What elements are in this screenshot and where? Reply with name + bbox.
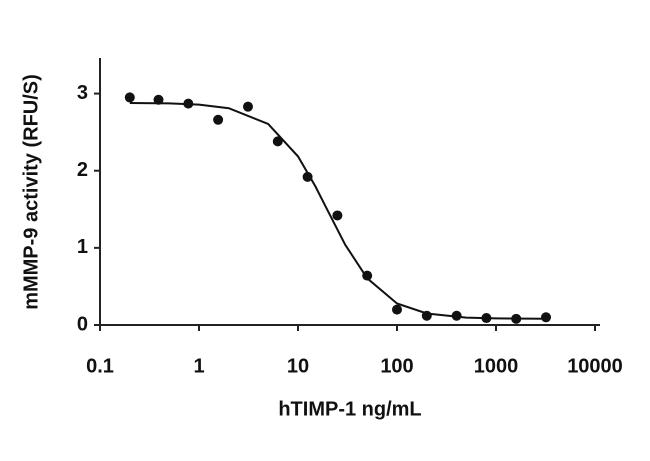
data-point (481, 313, 492, 324)
data-point (511, 313, 522, 324)
data-point (183, 98, 194, 109)
data-point (124, 92, 135, 103)
y-tick-label: 0 (77, 313, 88, 335)
y-tick-label: 3 (77, 82, 88, 104)
data-point (302, 171, 313, 182)
x-tick-label: 0.1 (86, 355, 114, 377)
y-tick-label: 1 (77, 236, 88, 258)
x-tick-label: 1 (193, 355, 204, 377)
x-tick-label: 10 (287, 355, 309, 377)
data-point (451, 310, 462, 321)
data-point (153, 94, 164, 105)
data-point (421, 310, 432, 321)
data-point (242, 101, 253, 112)
data-point (272, 136, 283, 147)
data-point (332, 210, 343, 221)
data-point (541, 312, 552, 323)
y-axis-label: mMMP-9 activity (RFU/S) (20, 74, 42, 310)
x-axis-label: hTIMP-1 ng/mL (278, 398, 421, 420)
data-point (213, 114, 224, 125)
data-point (362, 270, 373, 281)
data-point (392, 304, 402, 315)
x-tick-label: 1000 (474, 355, 519, 377)
x-tick-label: 10000 (567, 355, 623, 377)
x-tick-label: 100 (380, 355, 413, 377)
y-tick-label: 2 (77, 159, 88, 181)
